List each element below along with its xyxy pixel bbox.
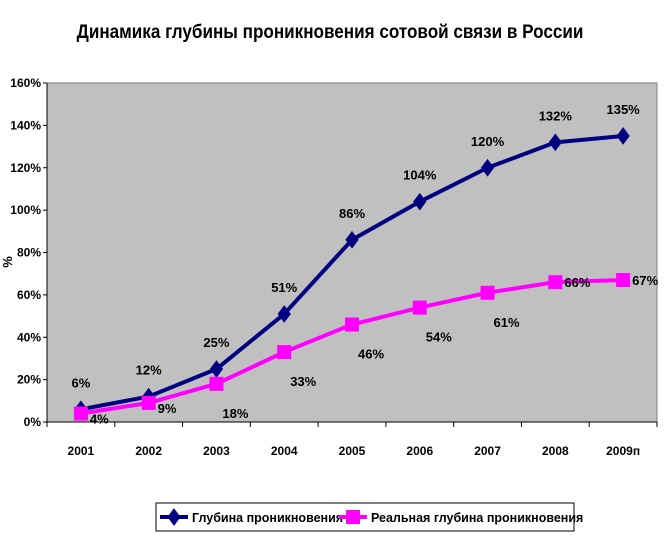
series-1-marker bbox=[277, 305, 291, 323]
series-2-marker bbox=[548, 275, 563, 290]
x-tick-label: 2008 bbox=[542, 444, 569, 458]
data-label-series-2: 9% bbox=[158, 401, 177, 416]
series-1-marker bbox=[345, 230, 359, 249]
legend: Глубина проникновения Реальная глубина пр… bbox=[155, 502, 583, 532]
y-tick-label: 20% bbox=[17, 373, 41, 387]
y-tick-label: 80% bbox=[17, 246, 41, 260]
data-label-series-1: 104% bbox=[403, 168, 437, 183]
series-1-marker bbox=[480, 158, 495, 177]
data-label-series-1: 12% bbox=[136, 363, 162, 378]
x-tick-label: 2004 bbox=[271, 444, 298, 458]
y-tick-label: 40% bbox=[17, 330, 41, 344]
y-tick-label: 160% bbox=[10, 76, 41, 90]
legend-marker-1 bbox=[167, 508, 181, 526]
data-label-series-2: 66% bbox=[564, 275, 590, 290]
data-label-series-2: 33% bbox=[290, 374, 316, 389]
series-2-marker bbox=[616, 273, 631, 288]
data-label-series-2: 4% bbox=[90, 412, 109, 427]
data-label-series-1: 135% bbox=[606, 102, 640, 117]
data-label-series-1: 6% bbox=[71, 375, 90, 390]
data-label-series-2: 18% bbox=[222, 406, 248, 421]
y-axis-label: % bbox=[0, 256, 15, 268]
x-tick-label: 2002 bbox=[135, 444, 162, 458]
y-tick-label: 60% bbox=[17, 288, 41, 302]
series-1-marker bbox=[413, 192, 427, 211]
series-2-marker bbox=[345, 317, 359, 332]
data-label-series-2: 46% bbox=[358, 347, 384, 362]
series-layer bbox=[73, 127, 631, 421]
data-label-series-1: 86% bbox=[339, 206, 365, 221]
x-tick-label: 2009п bbox=[606, 444, 640, 458]
legend-label-1: Глубина проникновения bbox=[192, 511, 343, 525]
series-2-marker bbox=[141, 395, 156, 410]
data-label-series-1: 132% bbox=[539, 108, 573, 123]
y-tick-label: 140% bbox=[10, 118, 41, 132]
data-label-series-2: 61% bbox=[494, 315, 520, 330]
x-tick-label: 2007 bbox=[474, 444, 501, 458]
data-label-series-2: 54% bbox=[426, 330, 452, 345]
legend-label-2: Реальная глубина проникновения bbox=[371, 511, 583, 525]
series-2-marker bbox=[73, 406, 88, 421]
chart-title: Динамика глубины проникновения сотовой с… bbox=[77, 21, 584, 42]
x-tick-label: 2006 bbox=[406, 444, 433, 458]
data-labels: 6% 12% 25% 51% 86% 104% 120% 132% 135% 4% 9% 18% 33%… bbox=[71, 102, 658, 427]
x-tick-label: 2005 bbox=[339, 444, 366, 458]
axes: 0% 20% 40% 60% 80% 100% 120% 140% 160% 2001 2002 20… bbox=[10, 76, 658, 458]
x-tick-label: 2001 bbox=[68, 444, 95, 458]
series-1-marker bbox=[548, 133, 562, 152]
y-tick-label: 100% bbox=[10, 203, 41, 217]
y-tick-label: 120% bbox=[10, 161, 41, 175]
data-label-series-1: 51% bbox=[271, 280, 297, 295]
data-label-series-2: 67% bbox=[632, 273, 658, 288]
y-tick-label: 0% bbox=[24, 415, 42, 429]
data-label-series-1: 25% bbox=[203, 335, 229, 350]
series-2-marker bbox=[480, 285, 495, 300]
legend-marker-2 bbox=[346, 510, 360, 524]
series-1-marker bbox=[616, 127, 630, 145]
series-2-marker bbox=[412, 300, 427, 315]
data-label-series-1: 120% bbox=[471, 134, 505, 149]
series-2-marker bbox=[277, 345, 292, 360]
x-tick-label: 2003 bbox=[203, 444, 230, 458]
series-2-marker bbox=[209, 376, 224, 391]
